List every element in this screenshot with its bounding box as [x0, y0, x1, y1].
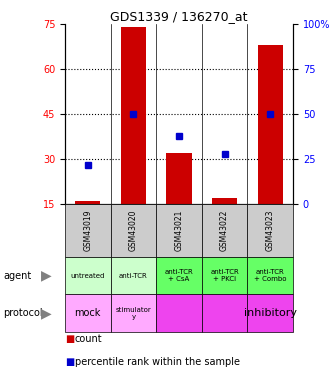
Bar — [156, 294, 202, 332]
Bar — [111, 257, 156, 294]
Bar — [202, 294, 247, 332]
Bar — [258, 45, 283, 204]
Bar — [202, 204, 247, 257]
Text: anti-TCR
+ Combo: anti-TCR + Combo — [254, 269, 286, 282]
Text: ▶: ▶ — [41, 306, 52, 320]
Text: untreated: untreated — [71, 273, 105, 279]
Bar — [212, 198, 237, 204]
Bar — [121, 27, 146, 204]
Bar — [75, 201, 100, 204]
Text: GSM43022: GSM43022 — [220, 210, 229, 251]
Text: protocol: protocol — [3, 308, 43, 318]
Bar — [111, 294, 156, 332]
Text: percentile rank within the sample: percentile rank within the sample — [75, 357, 240, 367]
Bar — [202, 257, 247, 294]
Title: GDS1339 / 136270_at: GDS1339 / 136270_at — [110, 10, 248, 23]
Bar — [247, 204, 293, 257]
Bar — [65, 204, 111, 257]
Text: count: count — [75, 334, 103, 344]
Bar — [247, 257, 293, 294]
Text: agent: agent — [3, 271, 32, 280]
Text: GSM43021: GSM43021 — [174, 210, 183, 251]
Text: anti-TCR
+ PKCi: anti-TCR + PKCi — [210, 269, 239, 282]
Text: ■: ■ — [65, 357, 74, 367]
Text: anti-TCR: anti-TCR — [119, 273, 148, 279]
Text: GSM43019: GSM43019 — [83, 210, 92, 251]
Text: inhibitory: inhibitory — [244, 308, 297, 318]
Bar — [166, 153, 191, 204]
Bar — [156, 257, 202, 294]
Bar — [65, 294, 111, 332]
Bar — [156, 204, 202, 257]
Text: anti-TCR
+ CsA: anti-TCR + CsA — [165, 269, 193, 282]
Bar — [111, 204, 156, 257]
Text: GSM43020: GSM43020 — [129, 210, 138, 251]
Bar — [247, 294, 293, 332]
Text: ■: ■ — [65, 334, 74, 344]
Text: mock: mock — [75, 308, 101, 318]
Text: stimulator
y: stimulator y — [116, 307, 151, 320]
Text: ▶: ▶ — [41, 268, 52, 283]
Text: GSM43023: GSM43023 — [266, 210, 275, 251]
Bar — [65, 257, 111, 294]
